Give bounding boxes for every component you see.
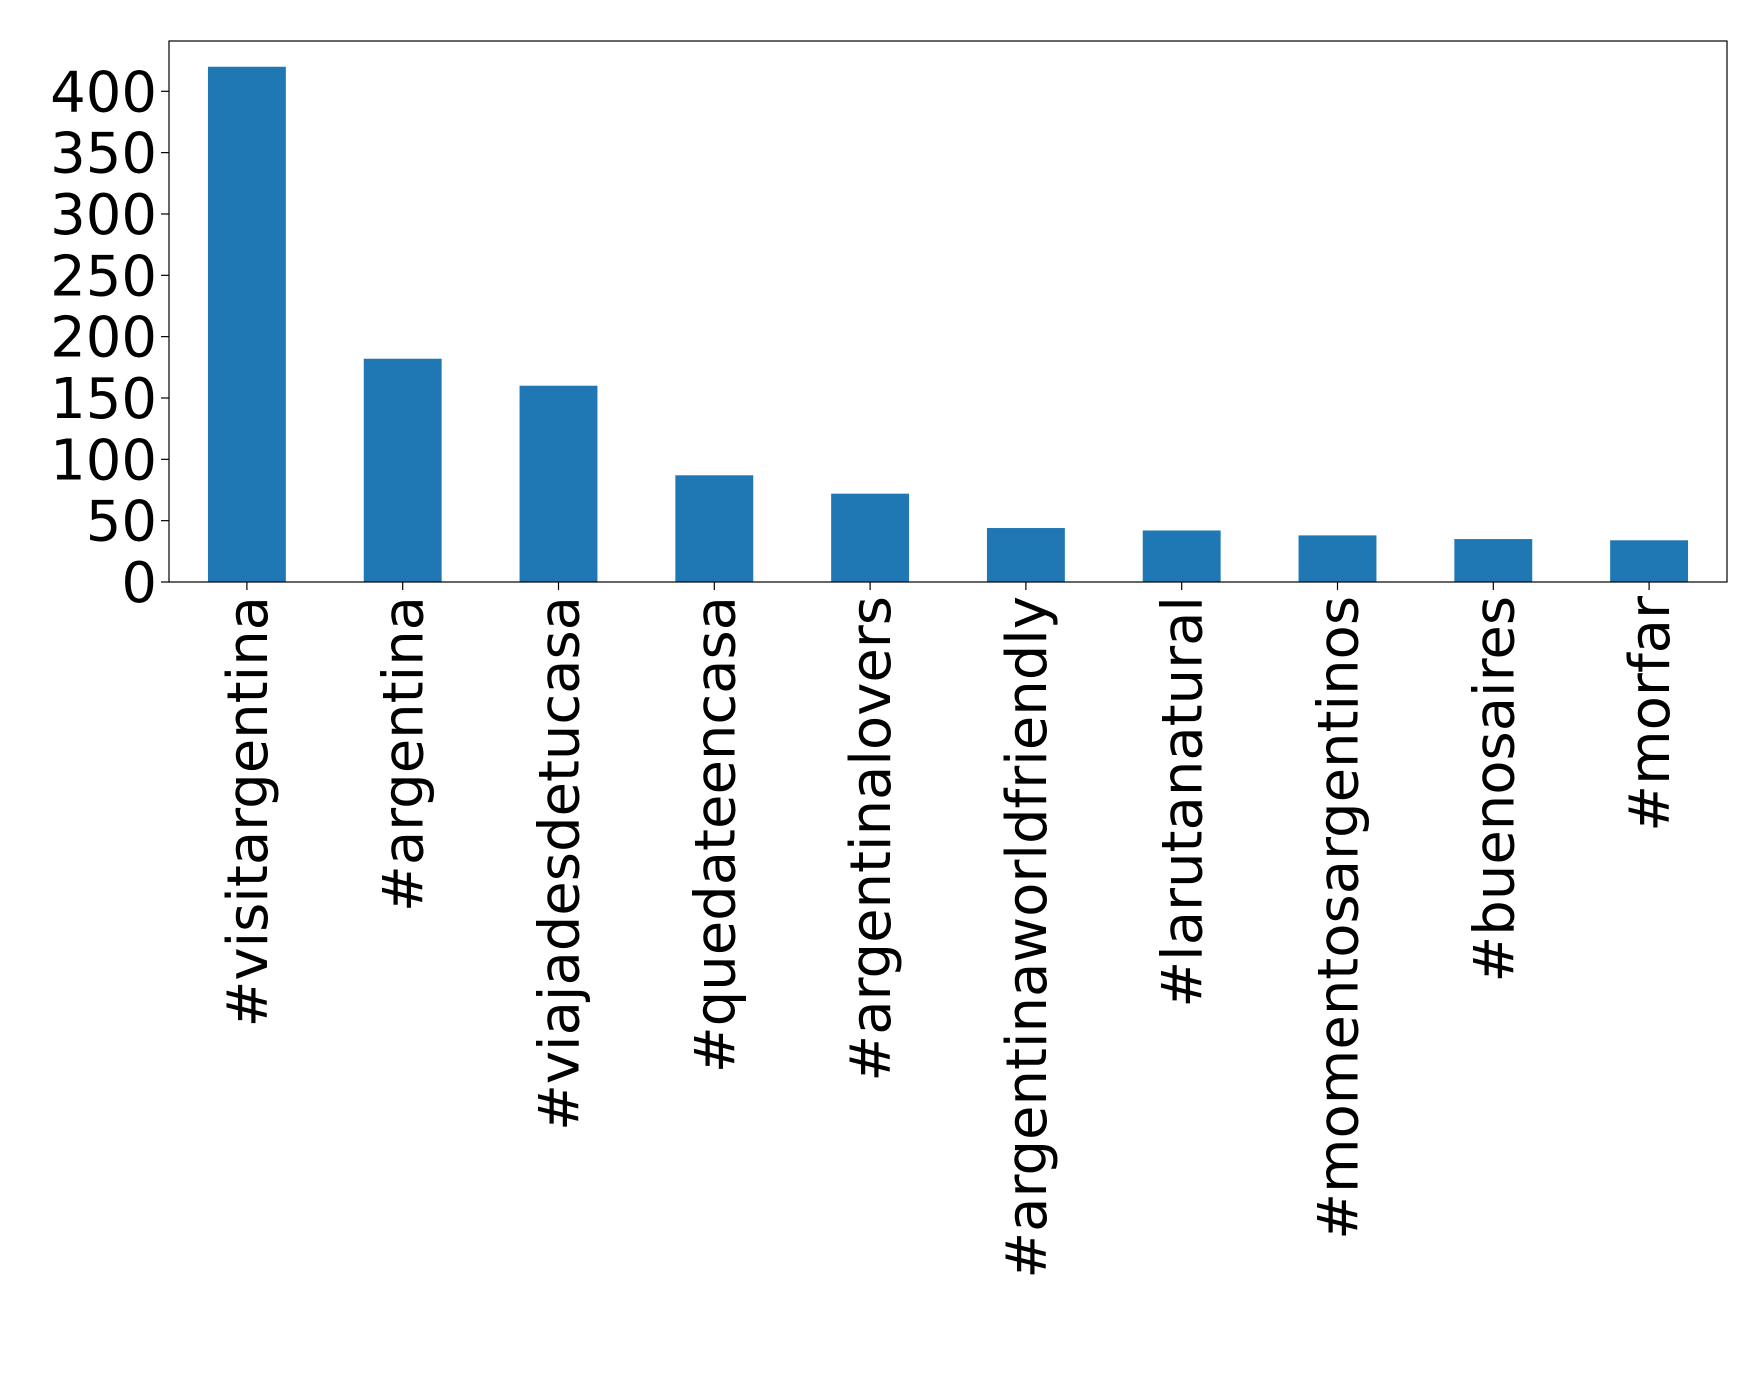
- x-tick-label: #argentinalovers: [839, 596, 904, 1082]
- x-tick-label: #larutanatural: [1151, 596, 1216, 1008]
- x-tick-label: #argentinaworldfriendly: [995, 596, 1060, 1279]
- x-tick-label: #buenosaires: [1462, 596, 1527, 983]
- y-tick-label: 400: [50, 60, 157, 125]
- y-tick-label: 350: [50, 122, 157, 187]
- bar: [1142, 530, 1221, 582]
- y-tick-label: 300: [50, 183, 157, 248]
- bar: [986, 528, 1065, 582]
- x-tick-label: #quedateencasa: [683, 596, 748, 1073]
- bar: [1298, 535, 1377, 582]
- bar: [1610, 540, 1689, 582]
- x-tick-label: #viajadesdetucasa: [528, 596, 593, 1131]
- y-tick-label: 250: [50, 244, 157, 309]
- y-tick-label: 200: [50, 306, 157, 371]
- bar: [363, 358, 442, 582]
- x-tick-label: #momentosargentinos: [1307, 596, 1372, 1240]
- bar: [1454, 539, 1533, 582]
- bar: [675, 475, 754, 582]
- bar: [519, 385, 598, 582]
- x-tick-label: #morfar: [1618, 595, 1683, 832]
- x-tick-label: #visitargentina: [216, 596, 281, 1027]
- y-tick-label: 150: [50, 367, 157, 432]
- y-tick-label: 0: [121, 551, 157, 616]
- bar: [831, 493, 910, 582]
- bar: [207, 66, 286, 582]
- axes-frame: [168, 40, 1728, 583]
- y-tick-label: 50: [86, 490, 157, 555]
- x-tick-label: #argentina: [372, 596, 437, 912]
- y-tick-label: 100: [50, 428, 157, 493]
